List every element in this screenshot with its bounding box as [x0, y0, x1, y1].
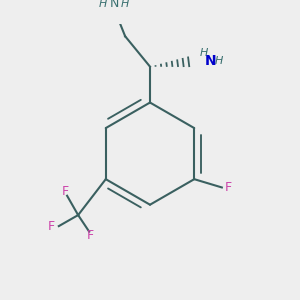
Text: F: F [62, 185, 69, 198]
Text: H: H [215, 56, 223, 66]
Text: N: N [205, 54, 216, 68]
Text: H: H [121, 0, 129, 10]
Text: H: H [200, 48, 208, 58]
Text: F: F [225, 181, 232, 194]
Text: F: F [47, 220, 55, 232]
Text: H: H [99, 0, 107, 10]
Text: N: N [110, 0, 119, 10]
Text: F: F [87, 229, 94, 242]
